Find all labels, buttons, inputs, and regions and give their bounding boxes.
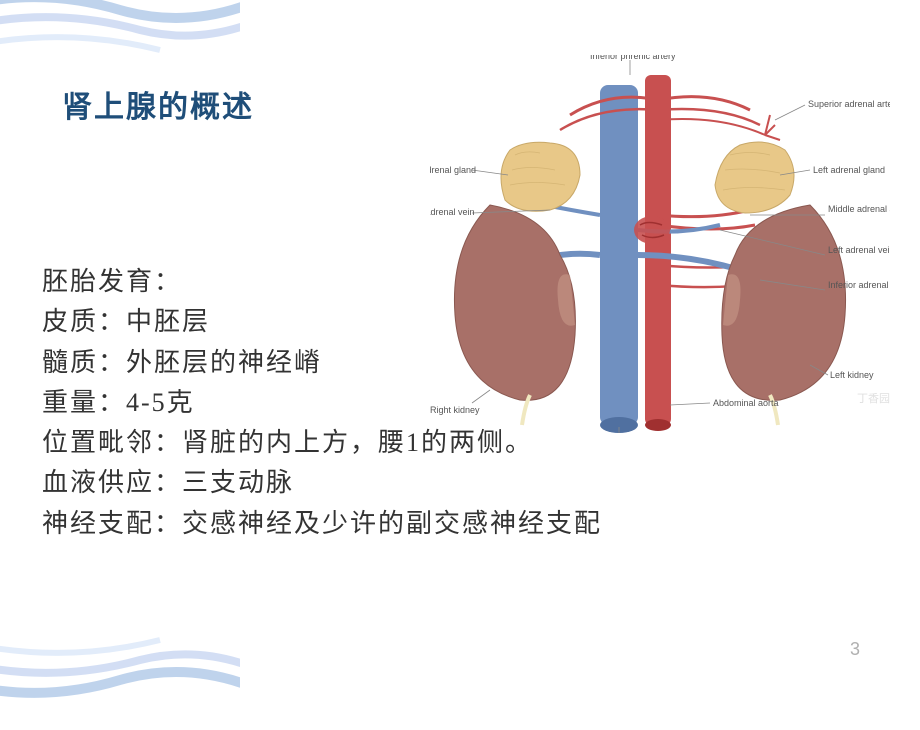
content-line-7: 神经支配：交感神经及少许的副交感神经支配 bbox=[42, 504, 602, 544]
label-abdominal-aorta: Abdominal aorta bbox=[713, 398, 779, 408]
left-kidney bbox=[722, 205, 846, 400]
label-left-adrenal-vein: Left adrenal vein bbox=[828, 245, 890, 255]
label-inferior-phrenic: Inferior phrenic artery bbox=[590, 55, 676, 61]
right-adrenal-gland bbox=[501, 142, 580, 211]
vena-cava bbox=[600, 85, 638, 425]
label-right-kidney: Right kidney bbox=[430, 405, 480, 415]
aorta bbox=[645, 75, 671, 425]
label-middle-adrenal: Middle adrenal artery bbox=[828, 204, 890, 214]
label-right-adrenal-gland: Right adrenal gland bbox=[430, 165, 476, 175]
label-left-kidney: Left kidney bbox=[830, 370, 874, 380]
label-left-adrenal-gland: Left adrenal gland bbox=[813, 165, 885, 175]
page-number: 3 bbox=[850, 639, 860, 660]
slide-title: 肾上腺的概述 bbox=[62, 82, 254, 126]
right-kidney bbox=[454, 205, 575, 400]
bg-decoration-bottom bbox=[0, 550, 240, 730]
anatomical-diagram: Inferior phrenic artery Superior adrenal… bbox=[430, 55, 890, 435]
watermark: 丁香园 bbox=[857, 390, 890, 406]
label-superior-adrenal: Superior adrenal arteries bbox=[808, 99, 890, 109]
content-line-6: 血液供应：三支动脉 bbox=[42, 463, 602, 503]
label-right-adrenal-vein: Right adrenal vein bbox=[430, 207, 475, 217]
label-inferior-adrenal: Inferior adrenal artery bbox=[828, 280, 890, 290]
